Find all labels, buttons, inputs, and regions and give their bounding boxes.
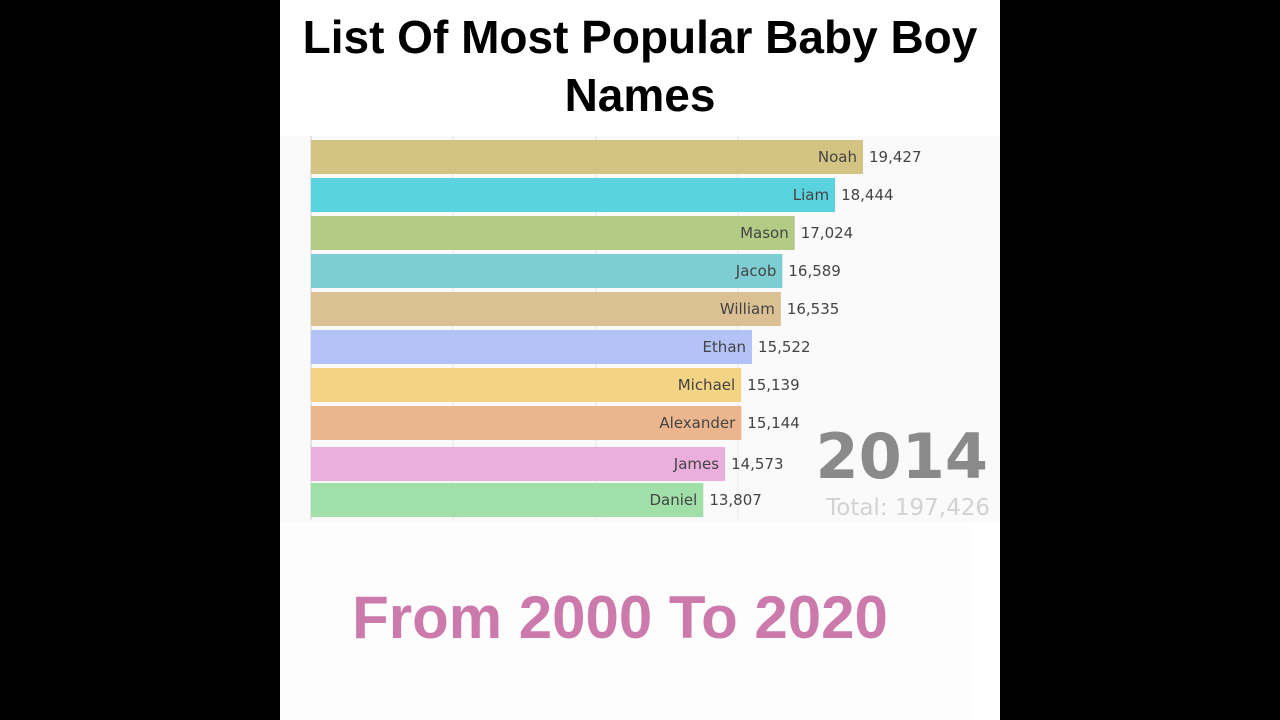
bar-label: William — [720, 300, 775, 318]
bar-label: Alexander — [659, 414, 736, 432]
bar-label: Mason — [740, 224, 789, 242]
bar-michael — [311, 368, 742, 402]
bar-liam — [311, 178, 836, 212]
bar-label: Liam — [793, 186, 829, 204]
total-label: Total: 197,426 — [825, 495, 990, 521]
bar-james — [311, 447, 726, 481]
bar-value-label: 14,573 — [731, 455, 784, 473]
bar-chart: Noah 19,427 Liam 18,444 Mason 17,024 Jacob 16,5… — [310, 136, 990, 521]
bar-label: Daniel — [650, 491, 698, 509]
bar-value-label: 15,522 — [758, 338, 811, 356]
subtitle: From 2000 To 2020 — [352, 584, 888, 651]
bar-value-label: 17,024 — [801, 224, 854, 242]
lower-panel — [280, 522, 970, 720]
bar-alexander — [311, 406, 742, 440]
bar-label: Michael — [678, 376, 735, 394]
bar-mason — [311, 216, 795, 250]
video-frame: List Of Most Popular Baby Boy Names Noah… — [280, 0, 1000, 720]
bar-label: Ethan — [702, 338, 746, 356]
bar-value-label: 13,807 — [709, 491, 762, 509]
bar-value-label: 16,535 — [787, 300, 840, 318]
page-title: List Of Most Popular Baby Boy Names — [302, 11, 978, 121]
bar-value-label: 19,427 — [869, 148, 922, 166]
bar-value-label: 18,444 — [841, 186, 894, 204]
bar-label: James — [673, 455, 719, 473]
chart-bars: Noah 19,427 Liam 18,444 Mason 17,024 Jacob 16,5… — [311, 140, 922, 517]
bar-ethan — [311, 330, 753, 364]
year-label: 2014 — [815, 420, 988, 493]
bar-daniel — [311, 483, 704, 517]
bar-label: Jacob — [735, 262, 777, 280]
bar-jacob — [311, 254, 783, 288]
bar-value-label: 15,144 — [747, 414, 800, 432]
bar-william — [311, 292, 781, 326]
bar-value-label: 15,139 — [747, 376, 800, 394]
bar-label: Noah — [818, 148, 857, 166]
bar-noah — [311, 140, 863, 174]
bar-value-label: 16,589 — [788, 262, 841, 280]
